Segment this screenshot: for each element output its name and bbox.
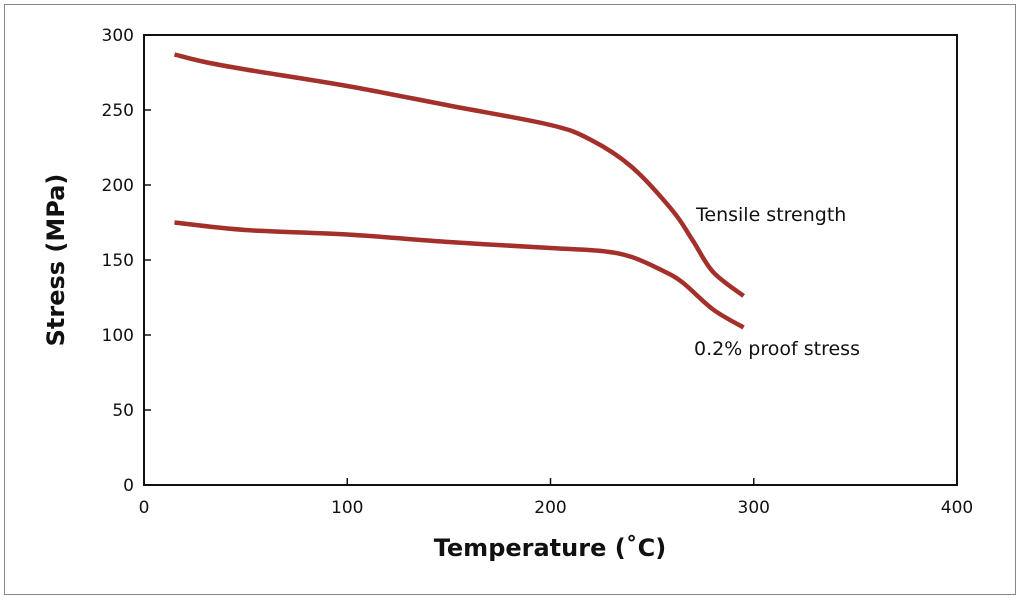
x-axis-label: Temperature (˚C): [434, 534, 667, 562]
x-tick-label: 100: [331, 498, 363, 518]
plot-area: [143, 34, 958, 486]
annotation-tensile-strength: Tensile strength: [695, 204, 846, 226]
y-axis-label: Stress (MPa): [42, 174, 70, 347]
x-tick-label: 400: [941, 498, 973, 518]
y-tick-label: 150: [102, 251, 134, 271]
x-tick-label: 300: [738, 498, 770, 518]
y-tick-label: 300: [102, 26, 134, 46]
y-tick-label: 50: [112, 401, 134, 421]
y-tick-label: 250: [102, 101, 134, 121]
series-line-proof-stress: [174, 220, 745, 330]
y-tick-label: 0: [123, 476, 134, 496]
y-tick-label: 200: [102, 176, 134, 196]
series-line-tensile-strength: [173, 52, 745, 298]
y-tick-label: 100: [102, 326, 134, 346]
x-tick-label: 0: [139, 498, 150, 518]
x-tick-label: 200: [534, 498, 566, 518]
chart-frame: [4, 4, 1016, 595]
annotation-proof-stress: 0.2% proof stress: [694, 338, 860, 360]
